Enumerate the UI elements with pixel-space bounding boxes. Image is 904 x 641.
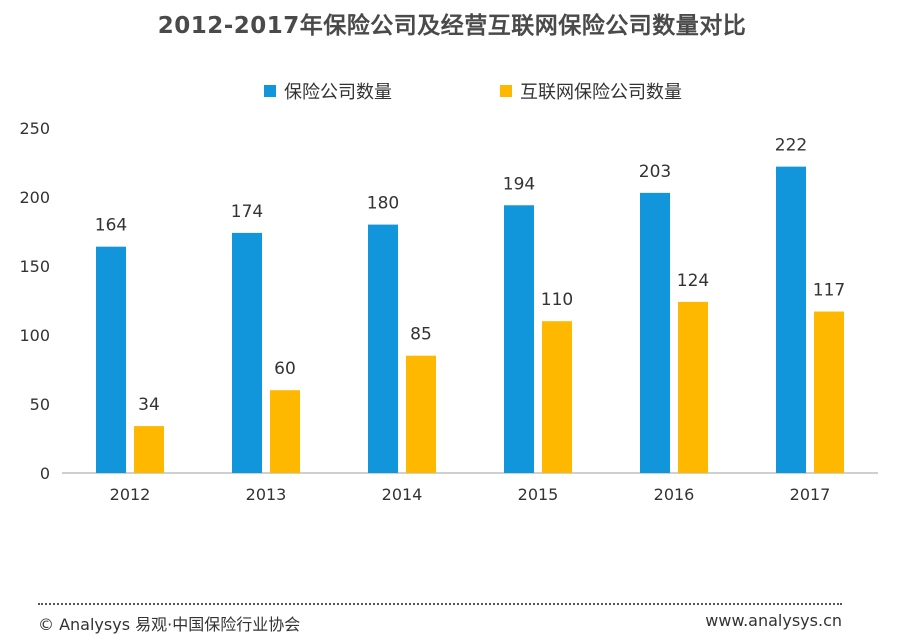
data-label: 85	[410, 325, 432, 345]
legend-item-series2: 互联网保险公司数量	[500, 79, 682, 103]
legend-swatch-series1	[264, 85, 276, 97]
bar-series2	[270, 390, 300, 473]
x-tick-label: 2013	[246, 485, 287, 504]
bar-series2	[814, 311, 844, 473]
chart-legend: 保险公司数量 互联网保险公司数量	[0, 79, 904, 103]
legend-item-series1: 保险公司数量	[264, 79, 392, 103]
data-label: 180	[367, 194, 399, 214]
footer-divider	[38, 603, 842, 605]
y-tick-label: 100	[19, 326, 50, 345]
bar-series1	[640, 192, 670, 474]
chart-title: 2012-2017年保险公司及经营互联网保险公司数量对比	[157, 13, 747, 39]
x-tick-label: 2017	[790, 485, 831, 504]
bar-series1	[776, 166, 806, 473]
bar-series1	[96, 246, 126, 473]
data-label: 34	[138, 395, 160, 415]
y-tick-label: 150	[19, 257, 50, 276]
data-label: 124	[677, 271, 709, 291]
y-tick-label: 50	[30, 395, 50, 414]
bar-series2	[678, 301, 708, 473]
y-tick-label: 200	[19, 188, 50, 207]
data-label: 110	[541, 290, 573, 310]
bar-series2	[134, 426, 164, 473]
x-tick-label: 2015	[518, 485, 559, 504]
data-label: 117	[813, 281, 845, 301]
footer-source: © Analysys 易观·中国保险行业协会	[38, 615, 301, 634]
legend-label-series1: 保险公司数量	[284, 82, 392, 103]
footer-website: www.analysys.cn	[705, 611, 842, 630]
bar-series1	[232, 232, 262, 473]
x-tick-label: 2016	[654, 485, 695, 504]
data-label: 194	[503, 174, 535, 194]
bar-series1	[368, 224, 398, 473]
data-label: 203	[639, 162, 671, 182]
y-tick-label: 0	[40, 464, 50, 483]
bar-series1	[504, 205, 534, 473]
y-tick-label: 250	[19, 119, 50, 138]
data-label: 222	[775, 136, 807, 156]
bar-series2	[542, 321, 572, 473]
x-tick-label: 2012	[110, 485, 151, 504]
data-label: 164	[95, 216, 127, 236]
legend-label-series2: 互联网保险公司数量	[520, 82, 682, 103]
data-label: 60	[274, 359, 296, 379]
bar-series2	[406, 355, 436, 473]
x-tick-label: 2014	[382, 485, 423, 504]
legend-swatch-series2	[500, 85, 512, 97]
data-label: 174	[231, 202, 263, 222]
